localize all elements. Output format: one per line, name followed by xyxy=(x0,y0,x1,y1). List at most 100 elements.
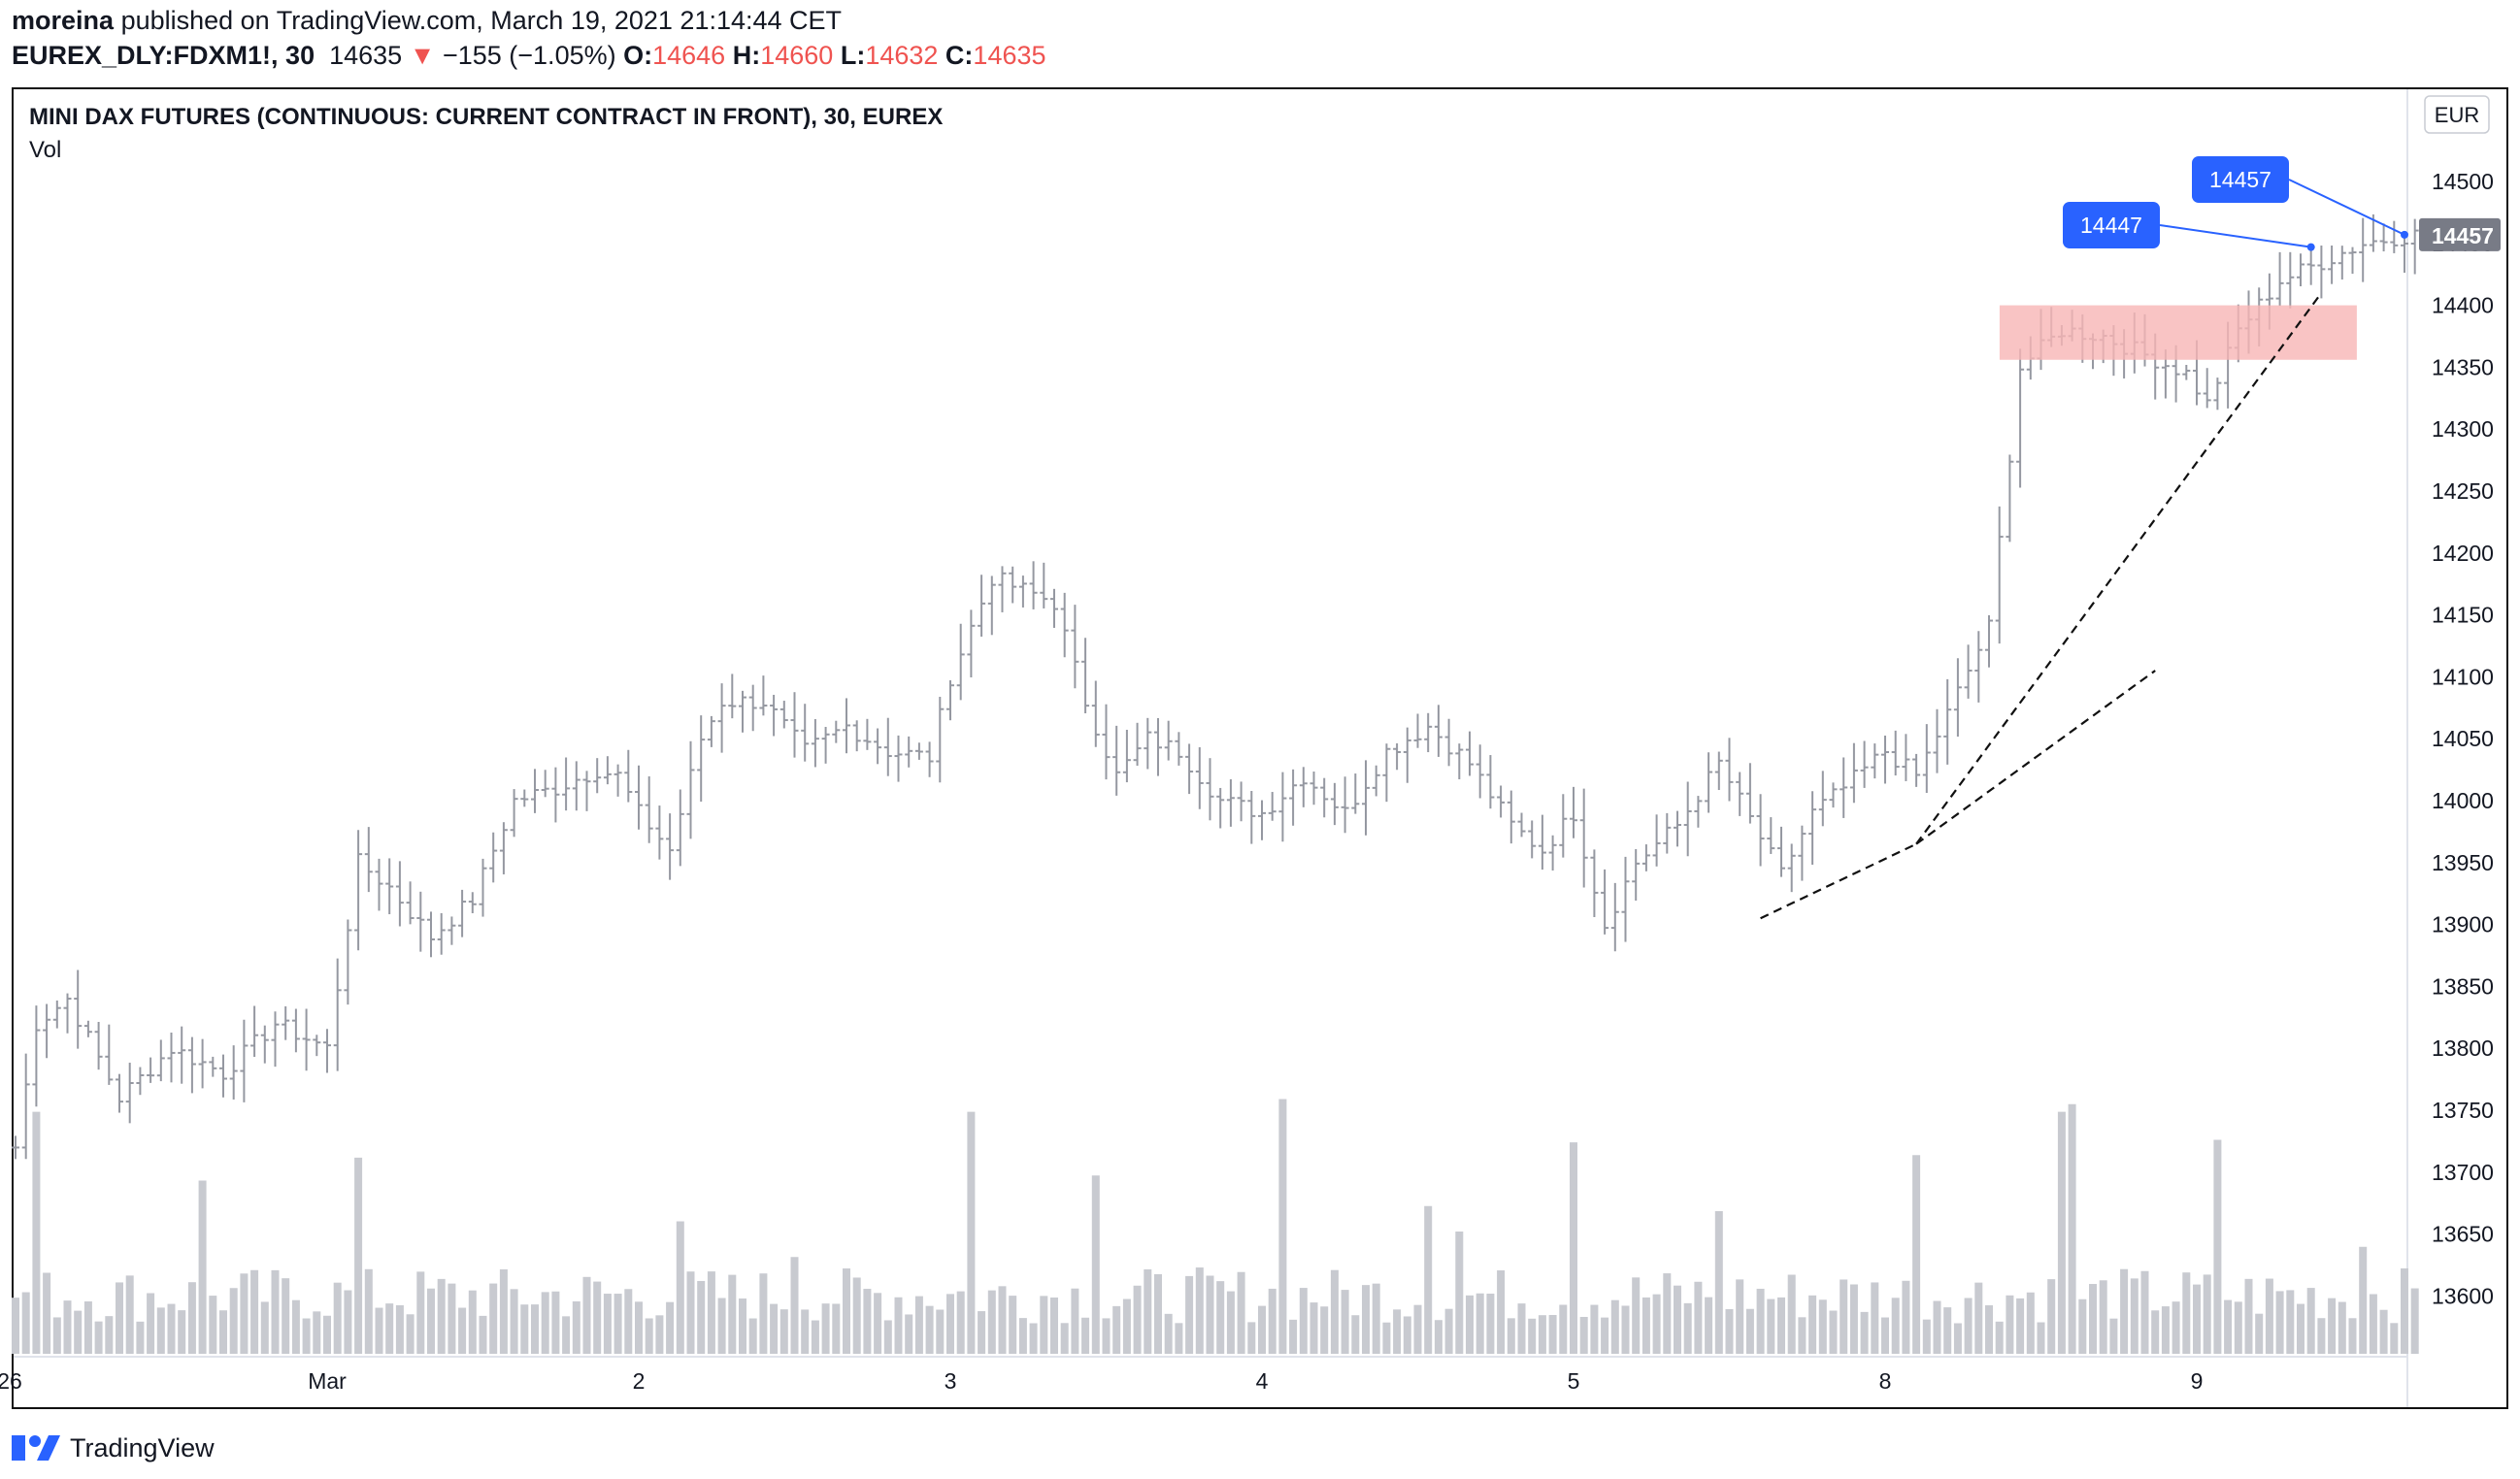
volume-bar xyxy=(2317,1318,2326,1354)
ohlc-bar xyxy=(1767,817,1775,854)
ohlc-bar xyxy=(302,1008,311,1071)
volume-bar xyxy=(843,1268,850,1354)
volume-bar xyxy=(1736,1279,1744,1354)
ohlc-bar xyxy=(1268,792,1277,821)
volume-bar xyxy=(1548,1315,1557,1354)
ohlc-bar xyxy=(1040,562,1048,608)
volume-bar xyxy=(271,1269,280,1354)
volume-bar xyxy=(551,1291,560,1354)
volume-bar xyxy=(1268,1288,1277,1354)
price-label-text: 14447 xyxy=(2080,213,2142,238)
volume-bar xyxy=(2297,1303,2304,1354)
volume-bar xyxy=(1714,1211,1723,1354)
ohlc-bar xyxy=(1247,791,1256,844)
volume-bar xyxy=(946,1294,954,1354)
ohlc-bar xyxy=(1736,772,1744,816)
ohlc-bar xyxy=(531,769,539,813)
volume-bar xyxy=(1902,1280,1910,1354)
tradingview-logo-icon[interactable] xyxy=(12,1431,62,1464)
volume-bar xyxy=(1351,1315,1360,1354)
ohlc-bar xyxy=(1610,882,1619,952)
volume-bar xyxy=(1278,1099,1287,1354)
ohlc-bar xyxy=(1466,731,1474,776)
volume-bar xyxy=(260,1301,269,1354)
volume-bar xyxy=(354,1157,363,1354)
ohlc-bar xyxy=(2275,251,2284,307)
volume-bar xyxy=(1953,1323,1962,1354)
volume-bar xyxy=(125,1275,134,1354)
volume-bar xyxy=(1860,1311,1869,1354)
ohlc-bar xyxy=(271,1011,280,1068)
volume-bar xyxy=(499,1268,508,1354)
ohlc-bar xyxy=(1652,814,1661,867)
volume-bar xyxy=(1341,1290,1349,1354)
ohlc-bar xyxy=(364,827,373,893)
time-tick-label: Mar xyxy=(308,1368,347,1394)
ohlc-bar xyxy=(1341,776,1349,834)
chart-frame[interactable] xyxy=(12,87,2508,1409)
volume-bar xyxy=(655,1315,664,1354)
ohlc-bar xyxy=(510,789,518,838)
ohlc-bar xyxy=(1299,767,1308,807)
volume-bar xyxy=(593,1281,602,1354)
volume-bar xyxy=(1652,1294,1661,1354)
volume-series xyxy=(12,1099,2419,1354)
volume-bar xyxy=(63,1300,72,1354)
last-price: 14635 xyxy=(329,41,403,70)
author-name[interactable]: moreina xyxy=(12,6,115,35)
ohlc-bar xyxy=(12,1135,19,1160)
ohlc-bar xyxy=(489,832,498,883)
volume-bar xyxy=(613,1294,622,1354)
ohlc-bar xyxy=(323,1029,331,1073)
volume-indicator-label: Vol xyxy=(29,137,61,163)
ohlc-bar xyxy=(136,1067,145,1096)
volume-bar xyxy=(1579,1316,1588,1354)
ohlc-bar xyxy=(925,741,934,777)
ohlc-bar xyxy=(1694,796,1703,828)
volume-bar xyxy=(1933,1300,1941,1354)
volume-bar xyxy=(1413,1304,1422,1354)
ohlc-bar xyxy=(2213,378,2222,411)
ohlc-bar xyxy=(1995,506,2004,644)
ohlc-bar xyxy=(1632,848,1641,902)
volume-bar xyxy=(2234,1301,2242,1354)
ohlc-bar xyxy=(936,697,945,783)
volume-bar xyxy=(1081,1317,1090,1354)
volume-bar xyxy=(1040,1296,1048,1354)
volume-bar xyxy=(1674,1285,1681,1354)
trendline xyxy=(1915,670,2156,845)
ohlc-bar xyxy=(1808,791,1817,865)
volume-bar xyxy=(21,1292,30,1354)
ohlc-bar xyxy=(655,805,664,860)
volume-bar xyxy=(790,1257,799,1354)
ohlc-bar xyxy=(282,1005,290,1040)
volume-bar xyxy=(156,1307,165,1354)
ohlc-bar xyxy=(1497,785,1506,818)
ohlc-bar xyxy=(427,911,435,958)
volume-bar xyxy=(1486,1294,1495,1354)
tradingview-brand[interactable]: TradingView xyxy=(70,1432,215,1463)
volume-bar xyxy=(437,1278,446,1354)
volume-bar xyxy=(770,1303,779,1354)
volume-bar xyxy=(2203,1274,2211,1354)
price-tick-label: 14200 xyxy=(2432,541,2494,566)
time-tick-label: 8 xyxy=(1879,1368,1892,1394)
ohlc-bar xyxy=(1829,782,1838,808)
volume-bar xyxy=(344,1290,352,1354)
volume-bar xyxy=(1912,1155,1921,1354)
ohlc-bar xyxy=(1154,717,1162,776)
volume-bar xyxy=(2224,1299,2233,1354)
ohlc-bar xyxy=(1641,844,1650,871)
ohlc-bar xyxy=(1902,734,1910,781)
volume-bar xyxy=(1943,1307,1952,1354)
open-value: 14646 xyxy=(652,41,726,70)
volume-bar xyxy=(1216,1281,1225,1354)
ohlc-bar xyxy=(717,683,726,753)
volume-bar xyxy=(978,1311,986,1354)
symbol-name: EUREX_DLY:FDXM1!, 30 xyxy=(12,41,315,70)
ohlc-bar xyxy=(1871,743,1879,779)
ohlc-bar xyxy=(1787,843,1796,893)
ohlc-bar xyxy=(1528,820,1537,859)
ohlc-bar xyxy=(1798,825,1807,881)
